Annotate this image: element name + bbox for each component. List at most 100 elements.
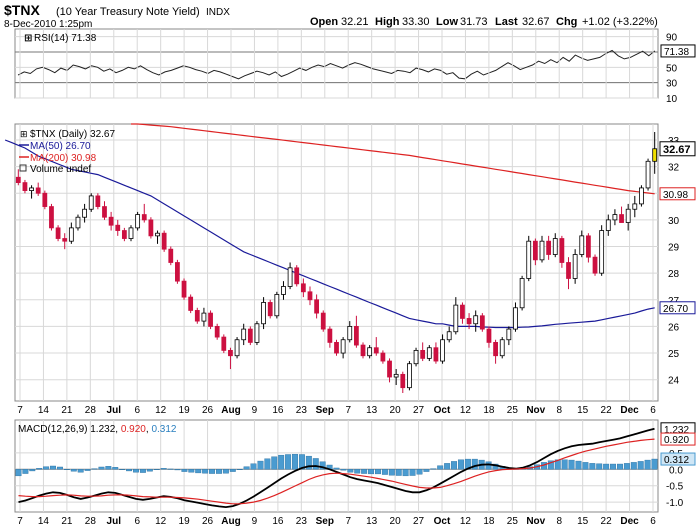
candle	[440, 334, 445, 364]
candle-body	[42, 192, 48, 207]
macd-hist-bar	[70, 469, 77, 472]
candle-body	[300, 283, 306, 293]
macd-hist-bar	[243, 466, 250, 470]
candle	[347, 321, 353, 343]
candle	[639, 185, 644, 207]
macd-hist-bar	[437, 465, 444, 470]
macd-hist-bar	[298, 454, 305, 470]
candle	[625, 203, 631, 231]
last-price-label: 32.67	[663, 144, 691, 156]
x-tick-label: 19	[179, 405, 191, 416]
macd-x-tick-label: 28	[85, 516, 97, 527]
macd-hist-bar	[215, 469, 222, 474]
candle	[566, 257, 571, 290]
candle	[68, 222, 74, 244]
candle	[552, 233, 558, 258]
legend-ma200: MA(200) 30.98	[30, 153, 97, 164]
macd-hist-bar	[651, 458, 658, 470]
macd-hist-bar	[146, 469, 153, 472]
hist-last-label: 0.312	[664, 455, 689, 466]
candle	[400, 371, 406, 394]
candle	[360, 342, 366, 359]
macd-hist-bar	[15, 469, 22, 477]
candle-body	[102, 206, 107, 218]
candle-body	[254, 323, 260, 343]
candle	[380, 350, 386, 364]
candle-body	[234, 339, 240, 357]
chg-label: Chg	[556, 16, 577, 28]
x-tick-label: 7	[17, 405, 23, 416]
candle-body	[473, 315, 479, 325]
candle	[228, 347, 233, 370]
candle	[387, 358, 392, 383]
macd-x-tick-label: 21	[61, 516, 73, 527]
macd-hist-bar	[312, 458, 319, 470]
candle	[208, 310, 213, 330]
candle-body	[486, 328, 492, 343]
candle	[314, 294, 320, 319]
candle-body	[261, 302, 266, 325]
candle-body	[460, 304, 465, 319]
candle	[532, 238, 538, 266]
macd-hist-bar	[644, 459, 651, 470]
macd-hist-bar	[292, 453, 298, 470]
x-tick-label: 6	[134, 405, 140, 416]
macd-x-tick-label: 7	[345, 516, 351, 527]
candle	[234, 337, 240, 359]
x-tick-label: Sep	[316, 405, 334, 416]
macd-hist-bar	[596, 463, 603, 470]
macd-x-tick-label: Aug	[221, 516, 240, 527]
macd-hist-bar	[340, 469, 347, 471]
candle	[446, 326, 452, 343]
macd-hist-bar	[257, 460, 264, 470]
candle	[506, 326, 512, 346]
candle-body	[334, 342, 339, 354]
macd-hist-bar	[126, 469, 133, 472]
last-label: Last	[495, 16, 518, 28]
candle-body	[188, 296, 194, 311]
rsi-plot: 907050301071.38	[15, 33, 696, 105]
candle-body	[367, 347, 373, 357]
candle	[121, 227, 127, 242]
macd-x-tick-label: 14	[38, 516, 50, 527]
candle	[29, 185, 34, 199]
rsi-line	[17, 49, 656, 80]
candle-body	[453, 304, 459, 333]
ma200-value-box	[659, 187, 696, 201]
macd-hist-bar	[319, 461, 326, 470]
macd-hist-bar	[84, 469, 91, 471]
macd-hist-bar	[381, 469, 388, 475]
candle	[320, 310, 326, 332]
rsi-tick-label: 50	[666, 63, 678, 74]
rsi-title: RSI(14) 71.38	[34, 33, 97, 44]
macd-hist-bar	[112, 467, 119, 470]
macd-last-label: 1.232	[664, 425, 689, 436]
candle-body	[22, 182, 28, 191]
x-tick-label: 25	[507, 405, 519, 416]
candle	[353, 315, 359, 348]
candle-body	[380, 352, 386, 362]
macd-hist-bar	[264, 458, 271, 470]
candle-body	[194, 310, 200, 322]
candle-body	[62, 238, 68, 242]
candle-body	[632, 203, 638, 210]
signal-line	[18, 438, 655, 505]
macd-hist-bar	[236, 469, 243, 470]
candle-body	[327, 328, 333, 343]
candle	[241, 323, 247, 346]
candle	[479, 313, 485, 332]
macd-x-tick-label: 6	[650, 516, 656, 527]
macd-x-tick-label: 13	[366, 516, 378, 527]
macd-hist-bar	[409, 469, 416, 476]
candle	[579, 230, 585, 258]
ma50-value-label: 26.70	[663, 304, 688, 315]
candle	[413, 347, 419, 367]
macd-hist-bar	[430, 468, 437, 470]
x-tick-label: 22	[601, 405, 613, 416]
candle-body	[645, 160, 651, 189]
candle	[62, 233, 68, 250]
x-tick-label: Oct	[434, 405, 451, 416]
macd-x-tick-label: 20	[390, 516, 402, 527]
